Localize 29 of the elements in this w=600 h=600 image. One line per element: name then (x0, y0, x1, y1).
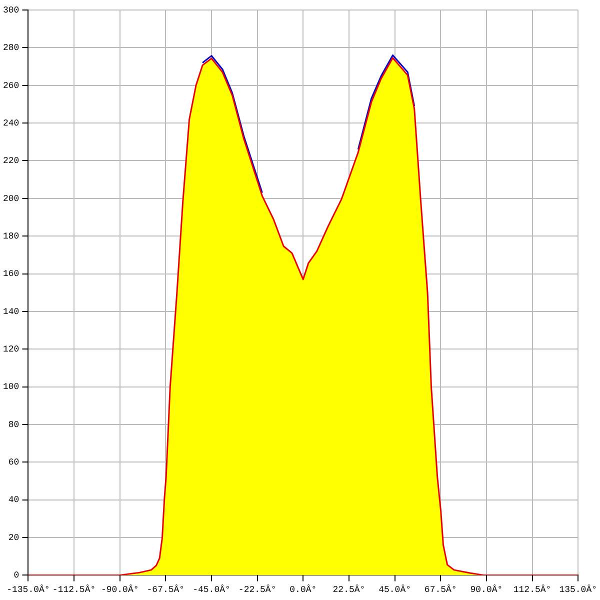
y-tick-label: 180 (3, 231, 20, 242)
y-tick-label: 120 (3, 344, 20, 355)
y-tick-label: 140 (3, 306, 20, 317)
y-tick-label: 0 (14, 570, 20, 581)
x-tick-label: -90.0Â° (100, 584, 139, 595)
y-tick-label: 60 (8, 458, 20, 468)
x-tick-label: -22.5Â° (238, 584, 276, 595)
x-tick-label: 135.0Â° (559, 584, 598, 595)
y-tick-label: 260 (3, 80, 20, 91)
y-tick-label: 100 (3, 382, 20, 392)
x-tick-label: -135.0Â° (6, 584, 50, 595)
y-tick-label: 280 (3, 43, 20, 54)
x-tick-label: 0.0Â° (290, 584, 317, 595)
x-tick-label: 90.0Â° (470, 584, 503, 595)
y-tick-label: 80 (8, 420, 20, 430)
y-tick-label: 40 (8, 495, 20, 506)
y-tick-label: 240 (3, 118, 20, 128)
y-tick-label: 220 (3, 156, 20, 166)
y-tick-label: 20 (8, 532, 20, 543)
x-tick-label: 22.5Â° (332, 584, 366, 595)
y-tick-label: 200 (3, 194, 20, 204)
x-tick-label: 67.5Â° (424, 584, 457, 595)
y-tick-label: 300 (3, 5, 20, 16)
x-tick-label: -45.0Â° (192, 584, 230, 595)
x-tick-label: 45.0Â° (378, 584, 411, 595)
y-tick-label: 160 (3, 269, 20, 280)
x-tick-label: 112.5Â° (513, 584, 552, 595)
x-tick-label: -112.5Â° (52, 584, 96, 595)
x-tick-label: -67.5Â° (146, 584, 185, 595)
